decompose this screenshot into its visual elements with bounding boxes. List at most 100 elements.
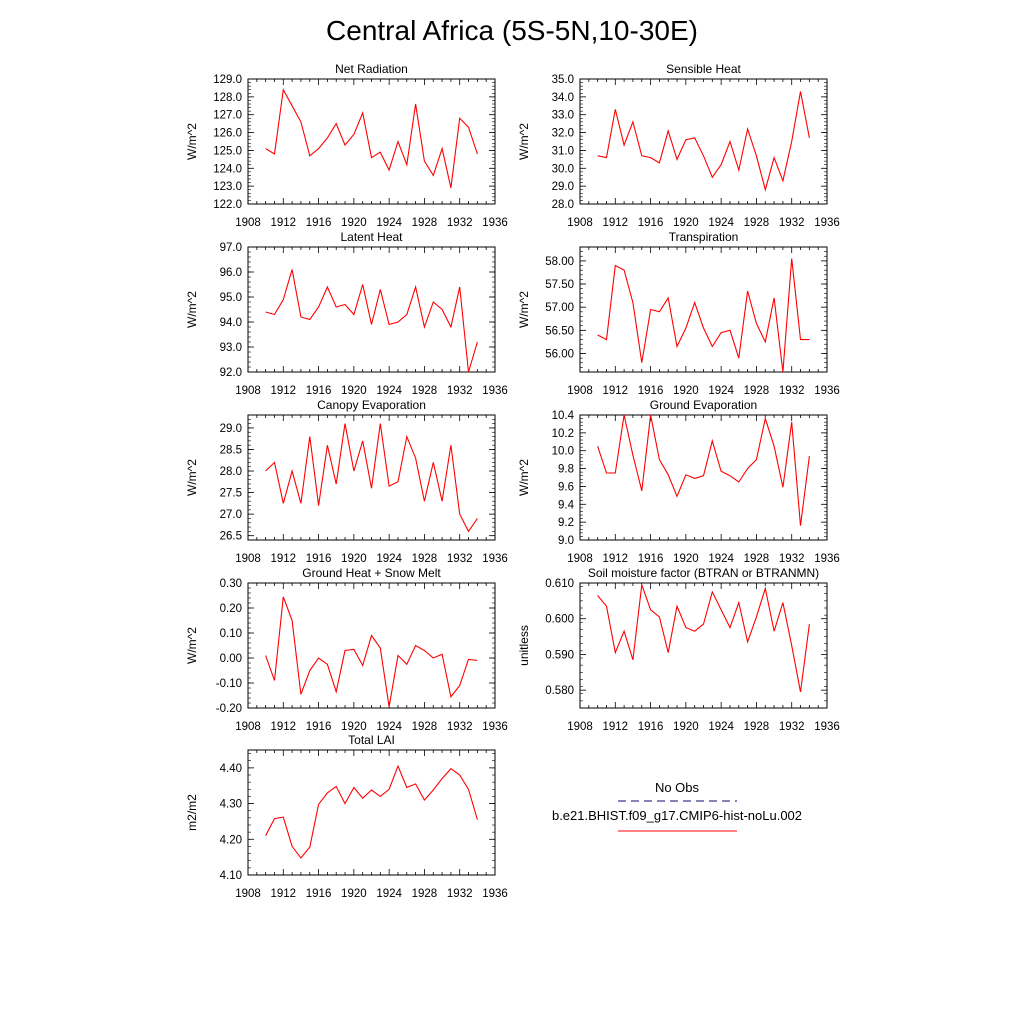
y-tick-label: 0.580 [545, 685, 574, 697]
y-tick-label: 0.600 [545, 614, 574, 626]
y-tick-label: 124.0 [213, 163, 242, 175]
figure-title: Central Africa (5S-5N,10-30E) [326, 15, 698, 46]
panel-8: Total LAI m2/m2 1908 1912 1916 1920 1924 1928 19… [185, 733, 508, 900]
x-tick-label: 1916 [306, 553, 332, 565]
panel-5: Ground Evaporation W/m^2 1908 1912 1916 1920 1… [517, 398, 840, 565]
y-tick-label: 9.0 [558, 535, 574, 547]
x-tick-label: 1932 [779, 217, 805, 229]
y-tick-label: 29.0 [220, 423, 242, 435]
y-tick-label: 4.20 [220, 834, 242, 846]
x-tick-label: 1936 [482, 217, 508, 229]
x-tick-label: 1908 [567, 385, 593, 397]
y-tick-label: 56.00 [545, 348, 574, 360]
y-tick-label: 9.4 [558, 499, 575, 511]
y-tick-label: 126.0 [213, 128, 242, 140]
x-tick-label: 1936 [482, 385, 508, 397]
x-tick-label: 1928 [744, 217, 770, 229]
x-tick-label: 1924 [376, 888, 402, 900]
panel-title: Sensible Heat [666, 62, 741, 76]
plot-frame [247, 246, 496, 373]
y-tick-label: 0.00 [220, 653, 242, 665]
panel-title: Ground Evaporation [650, 398, 757, 412]
panel-3: Transpiration W/m^2 1908 1912 1916 1920 1924 19… [517, 230, 840, 397]
y-tick-label: 10.0 [552, 446, 574, 458]
x-tick-label: 1928 [412, 385, 438, 397]
x-tick-label: 1916 [638, 553, 664, 565]
series-line [265, 596, 478, 707]
panel-1: Sensible Heat W/m^2 1908 1912 1916 1920 1924 19… [517, 62, 840, 229]
y-tick-label: 9.2 [558, 517, 574, 529]
y-tick-label: 96.0 [220, 267, 242, 279]
y-tick-label: 35.0 [552, 74, 574, 86]
x-tick-label: 1932 [779, 385, 805, 397]
x-tick-label: 1932 [447, 888, 473, 900]
x-tick-label: 1920 [673, 553, 699, 565]
x-tick-label: 1936 [482, 553, 508, 565]
y-tick-label: 0.590 [545, 649, 574, 661]
y-tick-label: 33.0 [552, 110, 574, 122]
x-tick-label: 1908 [567, 721, 593, 733]
x-tick-label: 1936 [814, 721, 840, 733]
y-tick-label: 94.0 [220, 317, 242, 329]
y-tick-label: 57.00 [545, 302, 574, 314]
y-axis-label: m2/m2 [185, 794, 199, 831]
panels: Net Radiation W/m^2 1908 1912 1916 1920 1924 19… [185, 62, 840, 900]
y-axis-label: W/m^2 [517, 291, 531, 328]
y-axis-label: W/m^2 [185, 459, 199, 496]
x-tick-label: 1928 [412, 217, 438, 229]
x-tick-label: 1932 [779, 553, 805, 565]
x-tick-label: 1916 [638, 217, 664, 229]
x-tick-label: 1924 [708, 217, 734, 229]
y-tick-label: 93.0 [220, 342, 242, 354]
y-tick-label: 30.0 [552, 163, 574, 175]
x-tick-label: 1912 [270, 721, 296, 733]
x-tick-label: 1928 [744, 385, 770, 397]
x-tick-label: 1920 [673, 721, 699, 733]
y-tick-label: 122.0 [213, 199, 242, 211]
y-tick-label: 57.50 [545, 279, 574, 291]
y-tick-label: 26.5 [220, 531, 242, 543]
x-tick-label: 1912 [602, 553, 628, 565]
x-tick-label: 1920 [341, 888, 367, 900]
panel-title: Transpiration [669, 230, 739, 244]
x-tick-label: 1924 [376, 385, 402, 397]
panel-7: Soil moisture factor (BTRAN or BTRANMN) u… [517, 566, 840, 733]
y-tick-label: 27.5 [220, 488, 242, 500]
y-axis-label: unitless [517, 625, 531, 666]
x-tick-label: 1912 [602, 385, 628, 397]
y-axis-label: W/m^2 [517, 459, 531, 496]
x-tick-label: 1912 [270, 553, 296, 565]
x-tick-label: 1924 [708, 553, 734, 565]
x-tick-label: 1912 [270, 217, 296, 229]
x-tick-label: 1924 [708, 721, 734, 733]
x-tick-label: 1928 [744, 721, 770, 733]
x-tick-label: 1924 [376, 553, 402, 565]
panel-title: Soil moisture factor (BTRAN or BTRANMN) [588, 566, 819, 580]
y-tick-label: 4.30 [220, 799, 242, 811]
panel-0: Net Radiation W/m^2 1908 1912 1916 1920 1924 19… [185, 62, 508, 229]
y-tick-label: 4.10 [220, 870, 242, 882]
x-tick-label: 1928 [412, 888, 438, 900]
y-tick-label: 4.40 [220, 763, 242, 775]
y-tick-label: 10.2 [552, 428, 574, 440]
x-tick-label: 1912 [602, 721, 628, 733]
y-axis-label: W/m^2 [185, 627, 199, 664]
y-tick-label: 95.0 [220, 292, 242, 304]
y-tick-label: 9.6 [558, 481, 574, 493]
x-tick-label: 1912 [270, 385, 296, 397]
x-tick-label: 1912 [270, 888, 296, 900]
plot-frame [247, 749, 496, 876]
y-tick-label: 9.8 [558, 464, 574, 476]
x-tick-label: 1924 [376, 217, 402, 229]
x-tick-label: 1936 [814, 553, 840, 565]
plot-frame [579, 582, 828, 709]
series-line [597, 414, 810, 526]
x-tick-label: 1916 [306, 721, 332, 733]
x-tick-label: 1936 [482, 888, 508, 900]
plot-frame [579, 246, 828, 373]
series-line [597, 91, 810, 192]
y-tick-label: 129.0 [213, 74, 242, 86]
y-tick-label: 0.30 [220, 578, 242, 590]
y-tick-label: 0.10 [220, 628, 242, 640]
